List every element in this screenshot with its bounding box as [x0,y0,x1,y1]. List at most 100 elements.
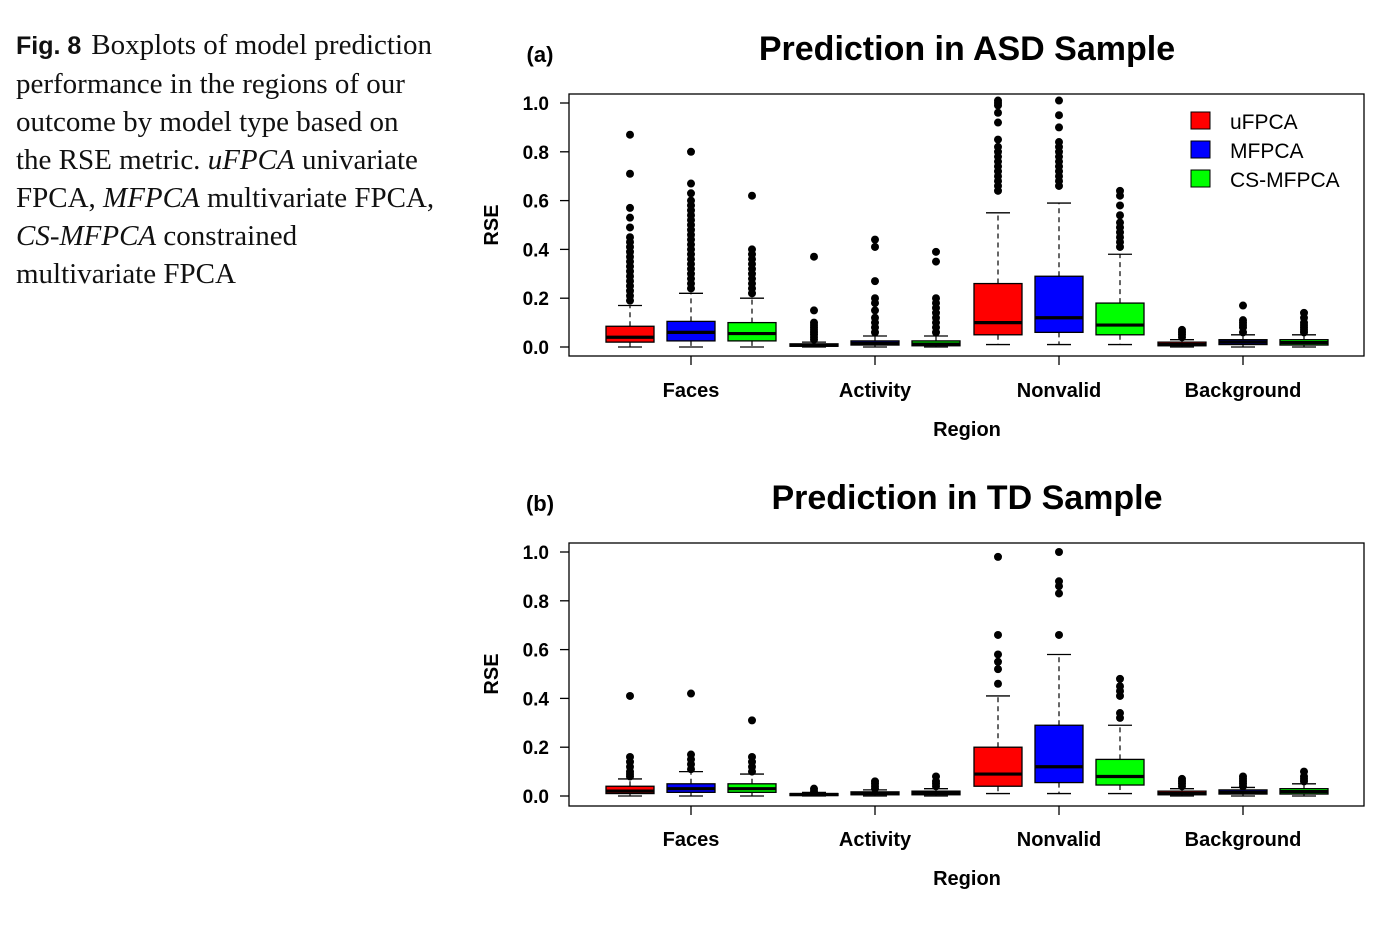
outlier-point [1116,218,1124,227]
outlier-point [1055,630,1063,639]
outlier-point [1178,325,1186,334]
box-uFPCA-Nonvalid [973,552,1023,795]
box-uFPCA-Nonvalid [973,96,1023,346]
outlier-point [871,313,879,322]
legend-swatch [1190,111,1211,130]
y-tick-label: 0.0 [523,338,549,359]
outlier-point [626,233,634,242]
outlier-point [1055,111,1063,120]
box-iqr [1095,302,1145,336]
caption-segment: univariate FPCA, [16,144,418,214]
outlier-point [994,108,1002,117]
outlier-point [994,135,1002,144]
outlier-point [1239,301,1247,310]
outlier-point [871,242,879,251]
x-category-label: Activity [839,829,912,851]
caption-body: Boxplots of model prediction performance… [16,29,434,290]
outlier-point [1300,308,1308,317]
outlier-point [1055,123,1063,132]
legend-label: MFPCA [1230,140,1304,163]
outlier-point [994,552,1002,561]
legend: uFPCA MFPCA CS-MFPCA [1190,111,1340,192]
x-category-label: Faces [663,829,720,851]
box-iqr [1034,275,1084,334]
outlier-point [626,691,634,700]
outlier-point [932,294,940,303]
outlier-point [748,752,756,761]
box-CS-MFPCA-Nonvalid [1095,186,1145,346]
box-MFPCA-Activity [850,777,900,797]
caption-segment: multivariate FPCA, [199,182,435,214]
outlier-point [1055,548,1063,556]
caption-segment: MFPCA [103,182,200,214]
outlier-point [626,130,634,139]
box-MFPCA-Nonvalid [1034,96,1084,346]
caption-segment: uFPCA [207,144,295,176]
y-tick-label: 0.2 [523,289,549,310]
legend-swatch [1190,169,1211,188]
legend-label: CS-MFPCA [1230,169,1340,192]
box-CS-MFPCA-Background [1279,308,1329,348]
y-tick-label: 0.4 [523,689,550,710]
outlier-point [1116,682,1124,691]
box-MFPCA-Faces [666,689,716,797]
chart-title: Prediction in TD Sample [771,479,1162,517]
outlier-point [994,118,1002,127]
outlier-point [687,689,695,698]
box-uFPCA-Faces [605,130,655,348]
outlier-point [871,235,879,244]
outlier-point [1055,138,1063,147]
box-MFPCA-Nonvalid [1034,548,1084,795]
outlier-point [932,257,940,266]
y-tick-label: 1.0 [523,94,549,115]
box-iqr [973,282,1023,336]
outlier-point [687,750,695,759]
box-iqr [1034,724,1084,784]
outlier-point [1055,96,1063,105]
outlier-point [748,245,756,254]
outlier-point [1116,186,1124,195]
y-tick-label: 0.6 [523,641,549,662]
x-category-label: Background [1185,829,1302,851]
box-uFPCA-Activity [789,784,839,797]
x-category-label: Nonvalid [1017,829,1101,851]
outlier-point [748,191,756,200]
outlier-point [994,96,1002,105]
outlier-point [687,179,695,188]
chart-panel-0: (a) Prediction in ASD Sample 0.0 0.2 0.4 0.6 0… [481,30,1365,441]
panel-label: (b) [526,491,554,516]
outlier-point [1116,674,1124,683]
box-uFPCA-Activity [789,252,839,348]
caption-segment: Boxplots of model prediction performance… [16,29,433,176]
outlier-point [994,142,1002,151]
chart-title: Prediction in ASD Sample [759,30,1175,68]
outlier-point [932,247,940,256]
outlier-point [994,665,1002,674]
plot-frame [568,93,1365,357]
figure-number: Fig. 8 [16,32,82,60]
panel-label: (a) [527,42,554,67]
box-iqr [1095,758,1145,786]
outlier-point [1116,211,1124,220]
outlier-point [1239,772,1247,781]
box-CS-MFPCA-Activity [911,247,961,348]
figure-caption: Fig. 8 Boxplots of model prediction perfo… [16,26,436,293]
box-MFPCA-Activity [850,235,900,348]
outlier-point [626,752,634,761]
x-category-label: Faces [663,380,720,402]
plot-frame [568,542,1365,807]
box-CS-MFPCA-Faces [727,191,777,348]
box-CS-MFPCA-Faces [727,716,777,797]
outlier-point [626,213,634,222]
y-tick-label: 0.8 [523,143,549,164]
box-uFPCA-Background [1157,774,1207,797]
outlier-point [871,777,879,786]
y-tick-label: 0.6 [523,192,549,213]
box-CS-MFPCA-Activity [911,772,961,797]
outlier-point [687,196,695,205]
box-uFPCA-Faces [605,691,655,797]
outlier-point [810,318,818,327]
outlier-point [1055,577,1063,586]
y-tick-label: 0.2 [523,738,549,759]
